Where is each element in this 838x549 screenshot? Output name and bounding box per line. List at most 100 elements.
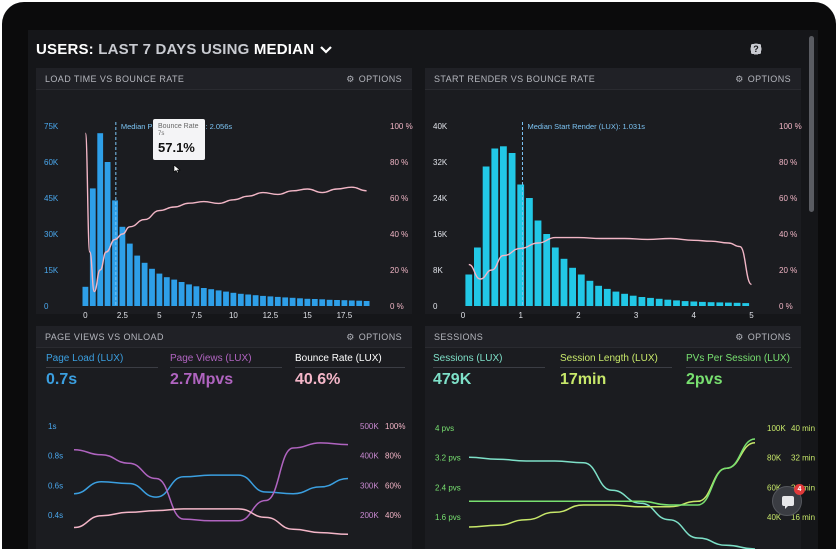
chart-bar (186, 284, 192, 306)
header-icons: ? (750, 43, 802, 55)
chart-bar (664, 299, 672, 306)
y-tick-label: 0 (44, 302, 49, 311)
chart-bar (500, 146, 507, 307)
gear-icon: ⚙ (735, 74, 744, 84)
y-tick-label: 16K (433, 230, 448, 239)
tooltip-title: Bounce Rate (158, 123, 199, 130)
gear-icon: ⚙ (735, 332, 744, 342)
series-line (468, 441, 756, 528)
y-tick-label: 40K (433, 122, 448, 131)
metric-label-sessions: Sessions (LUX) (433, 353, 503, 364)
chart-bar (319, 299, 326, 306)
metric-value-session-length: 17min (560, 371, 607, 388)
options-button[interactable]: ⚙ OPTIONS (735, 74, 791, 85)
bounce-rate-line (468, 236, 753, 286)
options-label: OPTIONS (358, 74, 402, 84)
y2-tick-label: 40 % (779, 230, 797, 239)
x-tick-label: 5 (157, 311, 162, 320)
chart-bar (356, 300, 363, 306)
metric-divider (433, 367, 545, 368)
chart-bar (586, 280, 594, 306)
chart-bar (297, 298, 303, 306)
panel-header: LOAD TIME VS BOUNCE RATE ⚙ OPTIONS (36, 68, 412, 90)
chart-bar (603, 288, 611, 306)
median-label: Median Start Render (LUX): 1.031s (527, 122, 645, 131)
metric-value-bounce-rate: 40.6% (295, 371, 341, 388)
x-tick-label: 10 (229, 311, 238, 320)
cursor-icon (173, 164, 181, 174)
metric-label-page-views: Page Views (LUX) (170, 353, 252, 364)
y2-tick-label: 60 % (390, 194, 408, 203)
series-line (73, 474, 349, 498)
scrollbar[interactable] (809, 36, 814, 212)
metric-divider (686, 367, 792, 368)
series-line (73, 442, 349, 522)
y-tick-label: 30K (44, 230, 59, 239)
chart-bar (163, 277, 170, 306)
chart-bar (629, 295, 637, 306)
svg-text:?: ? (753, 44, 759, 54)
x-tick-label: 0 (83, 311, 88, 320)
chart-bar (716, 302, 724, 306)
chart-bar (200, 288, 207, 306)
x-tick-label: 12.5 (263, 311, 279, 320)
chart-bar (149, 268, 155, 306)
chart-bar (673, 300, 680, 306)
chart-bar (560, 258, 568, 307)
chart-bar (612, 291, 620, 306)
tooltip-sub: 7s (158, 131, 165, 137)
metric-label-page-load: Page Load (LUX) (46, 353, 124, 364)
y-tick-label: 0.8s (48, 452, 63, 461)
chart-bar (126, 243, 133, 306)
y2-tick-label: 100 % (390, 122, 413, 131)
x-tick-label: 2 (576, 311, 581, 320)
y2-tick-label: 40K (767, 513, 782, 522)
panel-title: SESSIONS (434, 332, 484, 342)
y-tick-label: 0.6s (48, 481, 63, 490)
chart-bar (577, 274, 585, 306)
panel-title: LOAD TIME VS BOUNCE RATE (45, 74, 185, 84)
panel-load-time: LOAD TIME VS BOUNCE RATE ⚙ OPTIONS 0 15K 30… (36, 68, 413, 335)
options-label: OPTIONS (747, 74, 791, 84)
chart-bar (89, 188, 96, 306)
options-button[interactable]: ⚙ OPTIONS (735, 332, 791, 343)
y-tick-label: 45K (44, 194, 59, 203)
metric-value-page-load: 0.7s (46, 371, 78, 388)
sessions-chart: 4 pvs 3.2 pvs 2.4 pvs 1.6 pvs 100K 80K 60K 40K 4… (435, 424, 815, 549)
title-aggregate: MEDIAN (253, 41, 315, 58)
bounce-rate-line (84, 132, 367, 293)
y-tick-label: 1.6 pvs (435, 513, 461, 522)
metric-label-bounce-rate: Bounce Rate (LUX) (295, 353, 382, 364)
options-button[interactable]: ⚙ OPTIONS (346, 332, 402, 343)
chart-bar (215, 290, 222, 306)
title-users: USERS: (36, 41, 94, 58)
dashboard-screen: USERS: LAST 7 DAYS USING MEDIAN ? LOAD T… (28, 30, 818, 549)
y2-tick-label: 0 % (390, 302, 404, 311)
chart-bar (348, 300, 355, 306)
x-tick-label: 0 (461, 311, 466, 320)
y2-tick-label: 80% (385, 452, 401, 461)
y2-tick-label: 60% (385, 481, 401, 490)
share-icon[interactable] (751, 43, 782, 55)
y2-tick-label: 100% (385, 422, 405, 431)
chevron-down-icon[interactable] (319, 45, 333, 55)
y2-tick-label: 60 % (779, 194, 797, 203)
chart-bar (551, 247, 559, 306)
chart-bar (193, 286, 200, 306)
chat-badge: 4 (794, 484, 805, 495)
metric-divider (560, 367, 672, 368)
y-tick-label: 3.2 pvs (435, 454, 461, 463)
chart-bar (223, 291, 229, 306)
series-line (468, 438, 756, 506)
options-button[interactable]: ⚙ OPTIONS (346, 74, 402, 85)
x-tick-label: 5 (749, 311, 754, 320)
page-title[interactable]: USERS: LAST 7 DAYS USING MEDIAN (36, 41, 333, 58)
y2-tick-label: 20 % (390, 266, 408, 275)
help-icon[interactable]: ? (750, 43, 802, 55)
metric-value-pvs-per-session: 2pvs (686, 371, 723, 388)
title-using: USING (200, 41, 250, 58)
y2-tick-label: 80 % (390, 158, 408, 167)
y-tick-label: 1s (48, 422, 56, 431)
y-tick-label: 75K (44, 122, 59, 131)
y2-tick-label: 40 % (390, 230, 408, 239)
